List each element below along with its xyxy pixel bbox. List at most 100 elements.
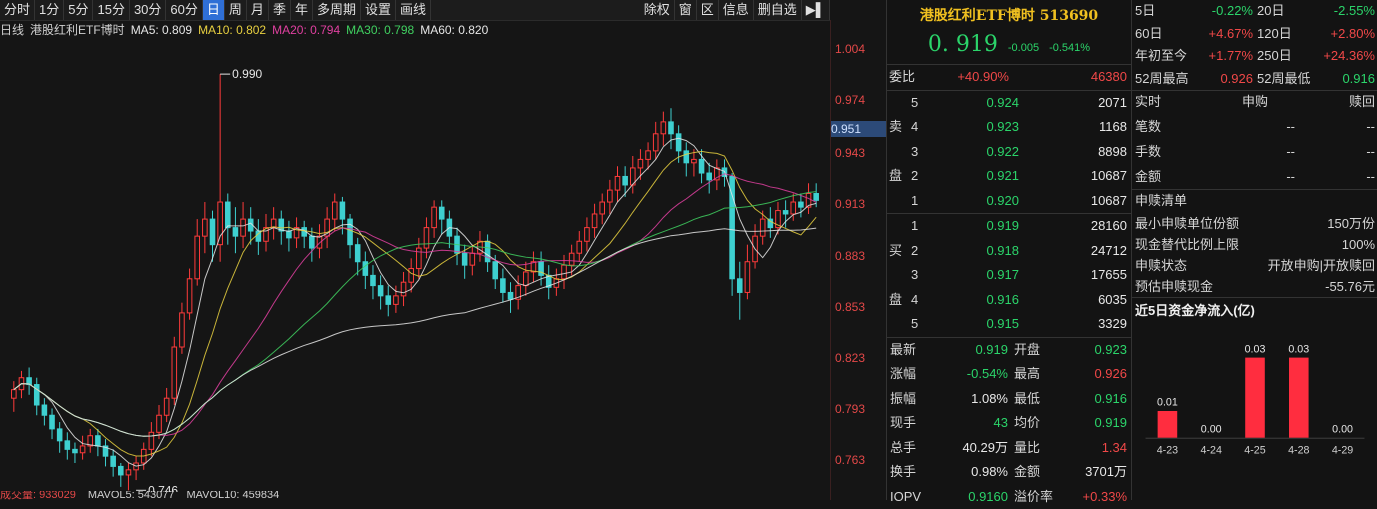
flow-value-label: 0.00 — [1201, 423, 1222, 435]
realtime-value: -- — [1295, 114, 1375, 139]
period-tab-10[interactable]: 年 — [291, 0, 313, 20]
stat-value: 0.98% — [928, 460, 1008, 485]
stat-label: 开盘 — [1008, 338, 1058, 363]
period-tab-11[interactable]: 多周期 — [313, 0, 361, 20]
realtime-value: -- — [1215, 164, 1295, 189]
realtime-value: -- — [1295, 139, 1375, 164]
security-title: 港股红利ETF博时 513690 — [887, 0, 1131, 32]
toolbar-action-5[interactable]: ▶▌ — [802, 0, 830, 20]
book-price: 0.916 — [935, 288, 1019, 313]
toolbar-action-3[interactable]: 信息 — [719, 0, 754, 20]
candle — [615, 166, 620, 202]
book-level: 1 — [911, 189, 935, 214]
stat-label: 最低 — [1008, 387, 1058, 412]
period-tab-9[interactable]: 季 — [269, 0, 291, 20]
stat-value: 0.9160 — [928, 485, 1008, 509]
candle — [65, 432, 70, 459]
perf-label: 5日 — [1135, 0, 1193, 23]
stat-label: 溢价率 — [1008, 485, 1058, 509]
realtime-value: -- — [1215, 139, 1295, 164]
candle — [432, 200, 437, 238]
candle — [256, 219, 261, 255]
flow-bar-group: 0.034-28 — [1288, 343, 1309, 456]
candle — [715, 159, 720, 190]
stat-value: 0.926 — [1058, 362, 1131, 387]
current-price-marker: 0.951 — [831, 121, 886, 137]
period-tab-0[interactable]: 分时 — [0, 0, 35, 20]
book-side-char — [887, 140, 911, 165]
weibi-row: 委比 +40.90% 46380 — [887, 65, 1131, 91]
candle — [508, 282, 513, 313]
period-tab-8[interactable]: 月 — [247, 0, 269, 20]
candle — [149, 422, 154, 456]
stat-label: 均价 — [1008, 411, 1058, 436]
candle — [722, 159, 727, 186]
candle — [119, 463, 124, 487]
period-tab-3[interactable]: 15分 — [93, 0, 129, 20]
candle — [302, 221, 307, 248]
book-volume: 3329 — [1019, 312, 1131, 337]
book-level: 1 — [911, 214, 935, 239]
period-tab-7[interactable]: 周 — [225, 0, 247, 20]
period-tab-2[interactable]: 5分 — [64, 0, 93, 20]
flow-bar-group: 0.034-25 — [1244, 343, 1265, 456]
fund-flow-chart: 0.014-230.004-240.034-250.034-280.004-29 — [1132, 322, 1377, 500]
period-tab-12[interactable]: 设置 — [361, 0, 396, 20]
candle — [363, 252, 368, 290]
candle — [684, 142, 689, 176]
perf-value: 0.916 — [1317, 68, 1375, 91]
period-tab-6[interactable]: 日 — [203, 0, 225, 20]
perf-value: 0.926 — [1193, 68, 1253, 91]
perf-label: 120日 — [1253, 23, 1317, 46]
candle — [737, 262, 742, 320]
candle — [27, 367, 32, 394]
y-tick-label: 0.823 — [835, 351, 865, 365]
realtime-header-cell: 实时 — [1135, 91, 1215, 114]
stat-label: 涨幅 — [887, 362, 928, 387]
period-tab-1[interactable]: 1分 — [35, 0, 64, 20]
candle — [661, 112, 666, 146]
redemption-label: 申赎状态 — [1135, 255, 1268, 276]
book-volume: 10687 — [1019, 164, 1131, 189]
book-level: 5 — [911, 312, 935, 337]
period-tab-4[interactable]: 30分 — [130, 0, 166, 20]
y-tick-label: 0.913 — [835, 197, 865, 211]
toolbar-action-4[interactable]: 删自选 — [754, 0, 802, 20]
candle — [485, 234, 490, 272]
candle — [34, 378, 39, 416]
toolbar-action-0[interactable]: 除权 — [640, 0, 675, 20]
book-side-char — [887, 189, 911, 214]
candle — [355, 238, 360, 276]
period-label: 日线 — [0, 23, 24, 37]
candle — [294, 217, 299, 248]
y-tick-label: 0.763 — [835, 453, 865, 467]
period-tab-5[interactable]: 60分 — [166, 0, 202, 20]
perf-label: 年初至今 — [1135, 45, 1193, 68]
candle — [348, 214, 353, 258]
realtime-row: 手数---- — [1132, 139, 1377, 164]
stat-label: 最高 — [1008, 362, 1058, 387]
period-tab-13[interactable]: 画线 — [396, 0, 431, 20]
toolbar-action-2[interactable]: 区 — [697, 0, 719, 20]
toolbar-action-1[interactable]: 窗 — [675, 0, 697, 20]
stat-value: 0.919 — [928, 338, 1008, 363]
candle — [478, 231, 483, 262]
book-level: 2 — [911, 239, 935, 264]
candle — [600, 194, 605, 225]
